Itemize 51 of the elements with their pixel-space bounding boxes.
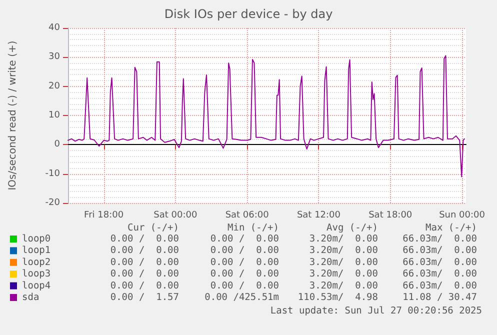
x-tick-label: Sat 00:00 <box>154 210 198 220</box>
text: 66.03m/ 0.00 <box>402 280 478 292</box>
y-tick-label: 0 <box>54 140 60 150</box>
text: 3.20m/ 0.00 <box>309 256 378 268</box>
text: 0.00 / 0.00 <box>210 256 280 268</box>
text: 0.00 / 0.00 <box>210 268 280 280</box>
text: Min (-/+) <box>228 222 280 234</box>
x-tick-label: Sun 00:00 <box>439 210 486 220</box>
text: 0.00 / 0.00 <box>210 234 280 244</box>
text: 0.00 / 1.57 <box>110 292 180 303</box>
x-tick-label: Sat 18:00 <box>368 210 412 220</box>
y-tick-label: 20 <box>48 81 60 92</box>
y-tick-label: -20 <box>45 198 60 208</box>
y-tick-label: 30 <box>48 52 60 62</box>
x-tick-label: Sat 06:00 <box>225 210 270 220</box>
text: 0.00 / 0.00 <box>110 245 180 256</box>
text: 0.00 / 0.00 <box>110 268 180 280</box>
text: 0.00 / 0.00 <box>110 280 180 292</box>
text: Avg (-/+) <box>326 222 378 234</box>
text: 0.00 /425.51m <box>204 292 280 303</box>
text: 0.00 / 0.00 <box>210 280 280 292</box>
y-axis-title: IOs/second read (-) / write (+) <box>8 40 18 190</box>
text: 11.08 / 30.47 <box>402 292 478 303</box>
text: 3.20m/ 0.00 <box>309 268 378 280</box>
line-series <box>68 55 465 178</box>
text: 66.03m/ 0.00 <box>402 256 478 268</box>
text: 3.20m/ 0.00 <box>309 234 378 244</box>
text: 3.20m/ 0.00 <box>309 280 378 292</box>
legend-label: loop2 <box>22 256 51 268</box>
text: 0.00 / 0.00 <box>110 256 180 268</box>
x-tick-label: Fri 18:00 <box>84 210 124 220</box>
text: Cur (-/+) <box>128 222 180 234</box>
legend-label: loop4 <box>22 280 51 292</box>
y-tick-label: 10 <box>48 110 60 120</box>
y-tick-label: -10 <box>45 168 60 179</box>
legend-label: sda <box>22 292 40 303</box>
y-tick-label: 40 <box>48 23 60 33</box>
text: 66.03m/ 0.00 <box>402 268 478 280</box>
text: 66.03m/ 0.00 <box>402 245 478 256</box>
chart-title: Disk IOs per device - by day <box>164 7 333 21</box>
text: Max (-/+) <box>426 222 478 234</box>
legend-label: loop0 <box>22 234 51 244</box>
text: 66.03m/ 0.00 <box>402 234 478 244</box>
legend-label: loop3 <box>22 268 51 280</box>
text: 110.53m/ 4.98 <box>298 292 378 303</box>
legend-label: loop1 <box>22 245 51 256</box>
text: 0.00 / 0.00 <box>210 245 280 256</box>
text: 0.00 / 0.00 <box>110 234 180 244</box>
text: 3.20m/ 0.00 <box>309 245 378 256</box>
x-tick-label: Sat 12:00 <box>296 210 341 220</box>
text: Last update: Sun Jul 27 00:20:56 2025 <box>270 306 482 316</box>
